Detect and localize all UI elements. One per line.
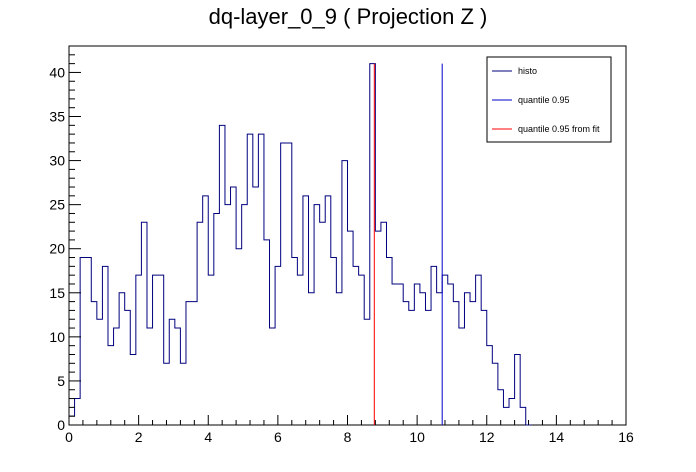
y-tick-label: 5 xyxy=(57,373,65,389)
histogram-series xyxy=(68,63,532,426)
y-tick-label: 15 xyxy=(49,285,65,301)
x-tick-label: 2 xyxy=(135,429,143,445)
x-tick-label: 8 xyxy=(344,429,352,445)
histo-line xyxy=(68,63,532,426)
y-tick-label: 0 xyxy=(57,417,65,433)
legend: histo quantile 0.95 quantile 0.95 from fit xyxy=(486,56,612,143)
y-tick-label: 10 xyxy=(49,329,65,345)
y-tick-label: 25 xyxy=(49,197,65,213)
legend-label: quantile 0.95 xyxy=(518,95,570,105)
x-tick-label: 10 xyxy=(409,429,425,445)
quantile-lines xyxy=(373,63,443,425)
x-tick-label: 6 xyxy=(274,429,282,445)
legend-label: quantile 0.95 from fit xyxy=(518,124,600,134)
x-tick-label: 0 xyxy=(65,429,73,445)
y-tick-label: 20 xyxy=(49,241,65,257)
x-tick-label: 12 xyxy=(479,429,495,445)
legend-label: histo xyxy=(518,66,537,76)
chart-title: dq-layer_0_9 ( Projection Z ) xyxy=(209,4,488,29)
x-tick-label: 4 xyxy=(204,429,212,445)
y-tick-label: 35 xyxy=(49,109,65,125)
axes: 0 2 4 6 8 10 12 14 16 0 5 10 15 20 25 30 35 40 xyxy=(49,45,634,445)
x-tick-label: 14 xyxy=(549,429,565,445)
x-tick-label: 16 xyxy=(618,429,634,445)
y-tick-label: 30 xyxy=(49,153,65,169)
y-tick-label: 40 xyxy=(49,64,65,80)
